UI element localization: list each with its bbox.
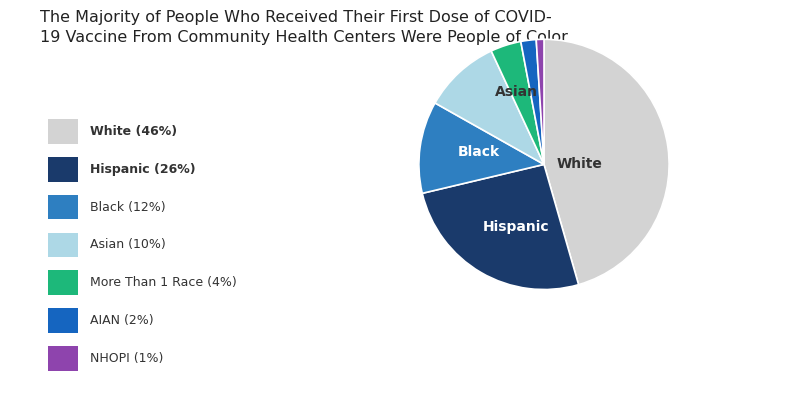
Text: Asian: Asian	[495, 85, 538, 99]
Wedge shape	[422, 164, 578, 290]
Text: Black: Black	[458, 145, 500, 159]
FancyBboxPatch shape	[48, 195, 78, 219]
Wedge shape	[544, 39, 669, 285]
Text: Early COVID-19 Vaccination Efforts Reaching People of Color: Early COVID-19 Vaccination Efforts Reach…	[60, 356, 671, 374]
Text: Asian (10%): Asian (10%)	[90, 239, 166, 251]
Text: White (46%): White (46%)	[90, 125, 178, 138]
Text: More Than 1 Race (4%): More Than 1 Race (4%)	[90, 276, 237, 289]
Wedge shape	[435, 51, 544, 164]
Wedge shape	[491, 41, 544, 164]
Wedge shape	[536, 39, 544, 164]
Text: 4: 4	[24, 355, 39, 375]
FancyBboxPatch shape	[48, 119, 78, 144]
Text: Black (12%): Black (12%)	[90, 200, 166, 214]
Text: Hispanic: Hispanic	[483, 220, 550, 234]
Text: White: White	[556, 158, 602, 171]
Wedge shape	[521, 40, 544, 164]
Text: The Majority of People Who Received Their First Dose of COVID-
19 Vaccine From C: The Majority of People Who Received Thei…	[40, 10, 568, 45]
FancyBboxPatch shape	[48, 308, 78, 333]
FancyBboxPatch shape	[48, 346, 78, 371]
Text: |: |	[44, 354, 52, 376]
FancyBboxPatch shape	[48, 233, 78, 257]
FancyBboxPatch shape	[48, 157, 78, 182]
Text: NHOPI (1%): NHOPI (1%)	[90, 352, 164, 365]
Text: AIAN (2%): AIAN (2%)	[90, 314, 154, 327]
FancyBboxPatch shape	[48, 270, 78, 295]
Text: Hispanic (26%): Hispanic (26%)	[90, 163, 196, 176]
Wedge shape	[419, 103, 544, 193]
